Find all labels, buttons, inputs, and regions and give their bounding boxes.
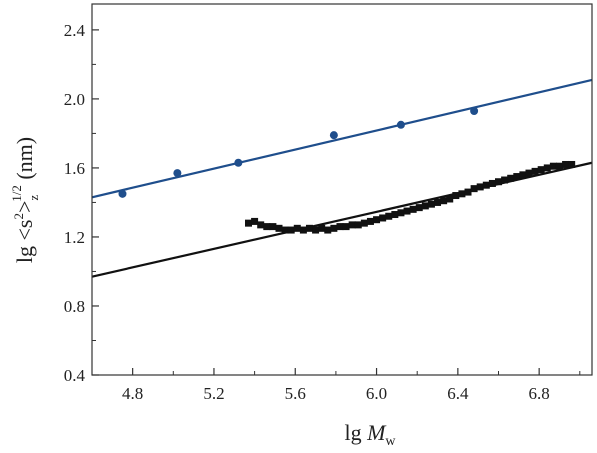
data-point (470, 106, 479, 115)
x-tick-label: 6.8 (529, 384, 550, 403)
data-point (373, 216, 381, 224)
data-point (501, 176, 509, 184)
data-point (269, 223, 277, 231)
data-point (330, 224, 338, 232)
data-point (446, 195, 454, 203)
data-point (525, 169, 533, 177)
y-tick-label: 0.8 (64, 297, 85, 316)
y-tick-label: 2.4 (64, 21, 86, 40)
data-point (305, 224, 313, 232)
data-point (342, 223, 350, 231)
data-point (403, 207, 411, 215)
data-point (568, 160, 576, 168)
data-point (234, 158, 243, 167)
y-tick-label: 1.6 (64, 159, 85, 178)
data-point (434, 198, 442, 206)
data-point (415, 204, 423, 212)
data-point (348, 221, 356, 229)
data-point (555, 162, 563, 170)
x-tick-label: 5.2 (203, 384, 224, 403)
fit-line (91, 78, 593, 199)
data-point (549, 162, 557, 170)
data-point (470, 185, 478, 193)
data-point (537, 166, 545, 174)
x-tick-label: 4.8 (122, 384, 143, 403)
x-tick-label: 5.6 (285, 384, 306, 403)
data-point (324, 226, 332, 234)
data-point (421, 202, 429, 210)
data-point (299, 226, 307, 234)
x-axis-title: lg Mw (344, 420, 396, 449)
data-point (287, 226, 295, 234)
data-point (251, 217, 259, 225)
data-point (543, 164, 551, 172)
data-point (409, 205, 417, 213)
y-tick-label: 2.0 (64, 90, 85, 109)
data-point (245, 219, 253, 227)
data-point (312, 226, 320, 234)
data-point (440, 197, 448, 205)
data-point (318, 224, 326, 232)
data-point (391, 211, 399, 219)
data-point (427, 200, 435, 208)
data-point (360, 219, 368, 227)
data-point (397, 209, 405, 217)
data-point (507, 174, 515, 182)
data-point (396, 120, 405, 129)
data-point (452, 192, 460, 200)
data-point (336, 223, 344, 231)
data-point (482, 181, 490, 189)
data-point (329, 131, 338, 140)
data-point (257, 221, 265, 229)
plot-frame (91, 3, 593, 376)
data-point (476, 183, 484, 191)
x-tick-label: 6.4 (447, 384, 469, 403)
y-axis-title: lg <s2>z1/2 (nm) (9, 137, 41, 263)
data-point (513, 173, 521, 181)
x-tick-label: 6.0 (366, 384, 387, 403)
data-point (519, 171, 527, 179)
data-point (366, 217, 374, 225)
data-point (495, 178, 503, 186)
y-tick-label: 0.4 (64, 366, 86, 385)
data-point (354, 221, 362, 229)
data-point (281, 226, 289, 234)
data-point (263, 223, 271, 231)
data-point (173, 169, 182, 178)
data-point (379, 214, 387, 222)
data-point (293, 224, 301, 232)
data-point (562, 160, 570, 168)
data-point (118, 189, 127, 198)
data-point (458, 190, 466, 198)
data-point (464, 188, 472, 196)
data-point (275, 224, 283, 232)
y-tick-label: 1.2 (64, 228, 85, 247)
data-point (385, 212, 393, 220)
data-point (531, 167, 539, 175)
data-point (488, 179, 496, 187)
